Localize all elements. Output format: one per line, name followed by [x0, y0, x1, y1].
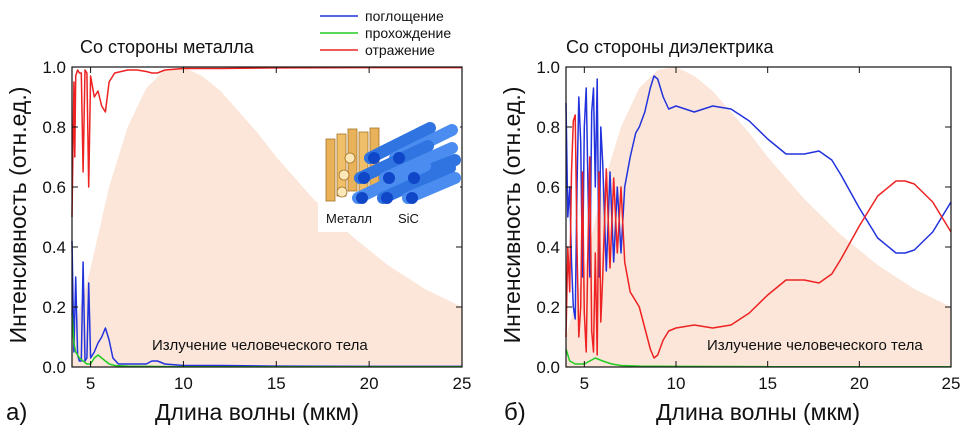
x-tick-label: 15 — [267, 374, 286, 393]
panel-metal-side: 5 10 15 20 25 0.0 0.2 0.4 0.6 0.8 1.0 Со стороны м… — [5, 37, 471, 426]
y-tick-label: 0.2 — [42, 298, 66, 317]
axis-ticks: 5 10 15 20 25 0.0 0.2 0.4 0.6 0.8 1.0 — [42, 58, 471, 393]
legend-item-absorption: поглощение — [320, 8, 444, 24]
y-axis-label: Интенсивность (отн.ед.) — [5, 87, 31, 344]
series-line — [71, 66, 462, 218]
panel-dielectric-side: 5 10 15 20 25 0.0 0.2 0.4 0.6 0.8 1.0 Со стороны д… — [499, 37, 960, 426]
y-tick-label: 0.6 — [536, 178, 560, 197]
panel-label: а) — [6, 399, 27, 426]
sic-rods-icon — [352, 122, 461, 204]
legend-label: отражение — [365, 42, 435, 58]
emission-band-area — [566, 67, 951, 367]
x-tick-label: 25 — [453, 374, 472, 393]
emission-annotation: Излучение человеческого тела — [707, 337, 923, 354]
legend-label: прохождение — [365, 25, 451, 41]
legend-item-transmission: прохождение — [320, 25, 451, 41]
inset-label-sic: SiC — [398, 211, 419, 226]
y-tick-label: 0.4 — [536, 238, 560, 257]
y-tick-label: 0.4 — [42, 238, 66, 257]
y-tick-label: 0.8 — [536, 118, 560, 137]
emission-band — [72, 67, 462, 367]
panel-title: Со стороны металла — [80, 37, 255, 57]
axis-ticks: 5 10 15 20 25 0.0 0.2 0.4 0.6 0.8 1.0 — [536, 58, 960, 393]
x-tick-label: 10 — [174, 374, 193, 393]
x-tick-label: 15 — [758, 374, 777, 393]
x-tick-label: 20 — [850, 374, 869, 393]
emission-annotation: Излучение человеческого тела — [152, 337, 368, 354]
x-tick-label: 20 — [360, 374, 379, 393]
structure-inset: Металл SiC — [318, 122, 461, 232]
y-axis-label: Интенсивность (отн.ед.) — [499, 87, 525, 344]
plot-frame — [565, 66, 952, 368]
emission-band — [566, 67, 951, 367]
x-tick-label: 5 — [86, 374, 95, 393]
panel-title: Со стороны диэлектрика — [566, 37, 774, 57]
y-tick-label: 0.6 — [42, 178, 66, 197]
plot-frame — [71, 66, 463, 368]
inset-label-metal: Металл — [326, 211, 372, 226]
x-tick-label: 10 — [667, 374, 686, 393]
series-line — [565, 75, 952, 320]
y-tick-label: 1.0 — [536, 58, 560, 77]
emission-band-area — [72, 67, 462, 367]
series-line — [565, 114, 952, 359]
series-line — [71, 240, 462, 368]
y-tick-label: 0.0 — [42, 358, 66, 377]
y-tick-label: 1.0 — [42, 58, 66, 77]
panel-label: б) — [504, 399, 526, 426]
legend-label: поглощение — [365, 8, 444, 24]
y-tick-label: 0.0 — [536, 358, 560, 377]
legend-item-reflection: отражение — [320, 42, 435, 58]
x-axis-label: Длина волны (мкм) — [656, 399, 860, 425]
y-tick-label: 0.2 — [536, 298, 560, 317]
legend: поглощение прохождение отражение — [320, 8, 451, 58]
y-tick-label: 0.8 — [42, 118, 66, 137]
x-axis-label: Длина волны (мкм) — [155, 399, 359, 425]
x-tick-label: 5 — [580, 374, 589, 393]
x-tick-label: 25 — [942, 374, 961, 393]
